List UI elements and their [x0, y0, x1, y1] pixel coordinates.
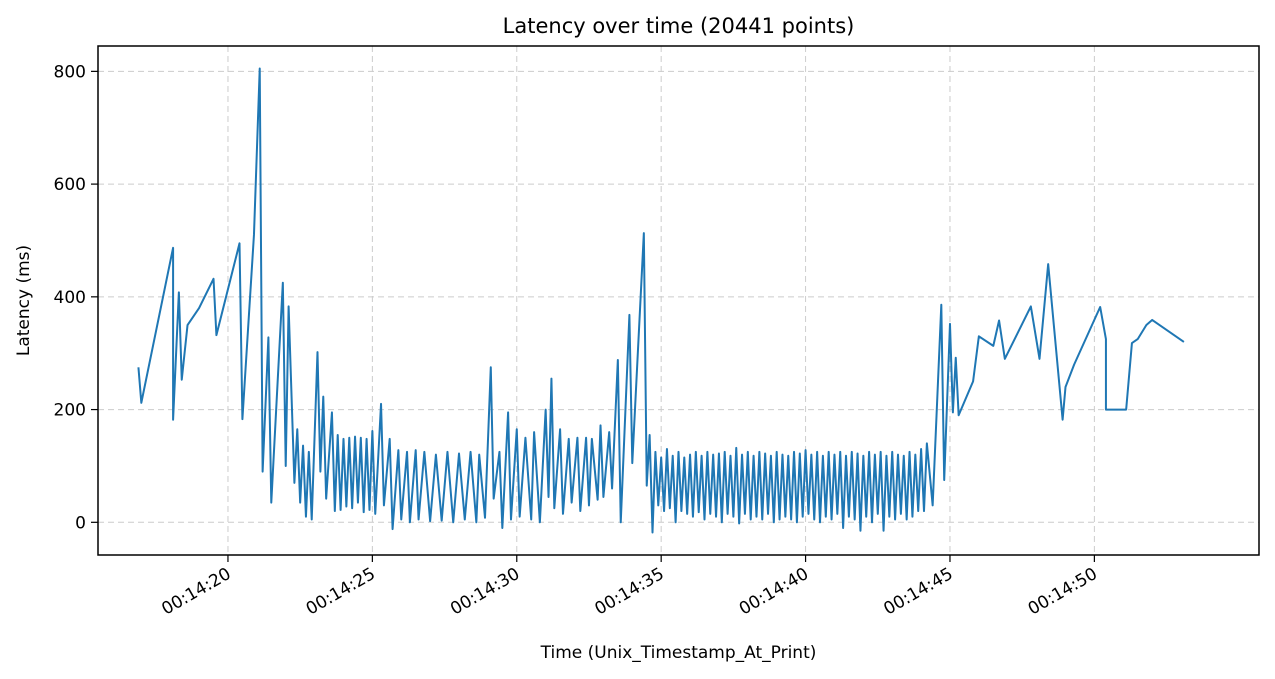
y-axis-label: Latency (ms) [14, 245, 34, 356]
y-tick-label: 400 [54, 288, 86, 308]
y-tick-label: 800 [54, 62, 86, 82]
plot-area-frame [97, 45, 1260, 556]
x-axis-label: Time (Unix_Timestamp_At_Print) [540, 643, 817, 663]
y-tick-label: 200 [54, 401, 86, 421]
y-axis-ticks: 0 200 400 600 800 [54, 62, 98, 533]
y-tick-label: 0 [75, 513, 86, 533]
chart-title: Latency over time (20441 points) [503, 14, 855, 38]
series-layer [137, 67, 1185, 534]
y-tick-label: 600 [54, 175, 86, 195]
latency-series-line [137, 67, 1185, 534]
